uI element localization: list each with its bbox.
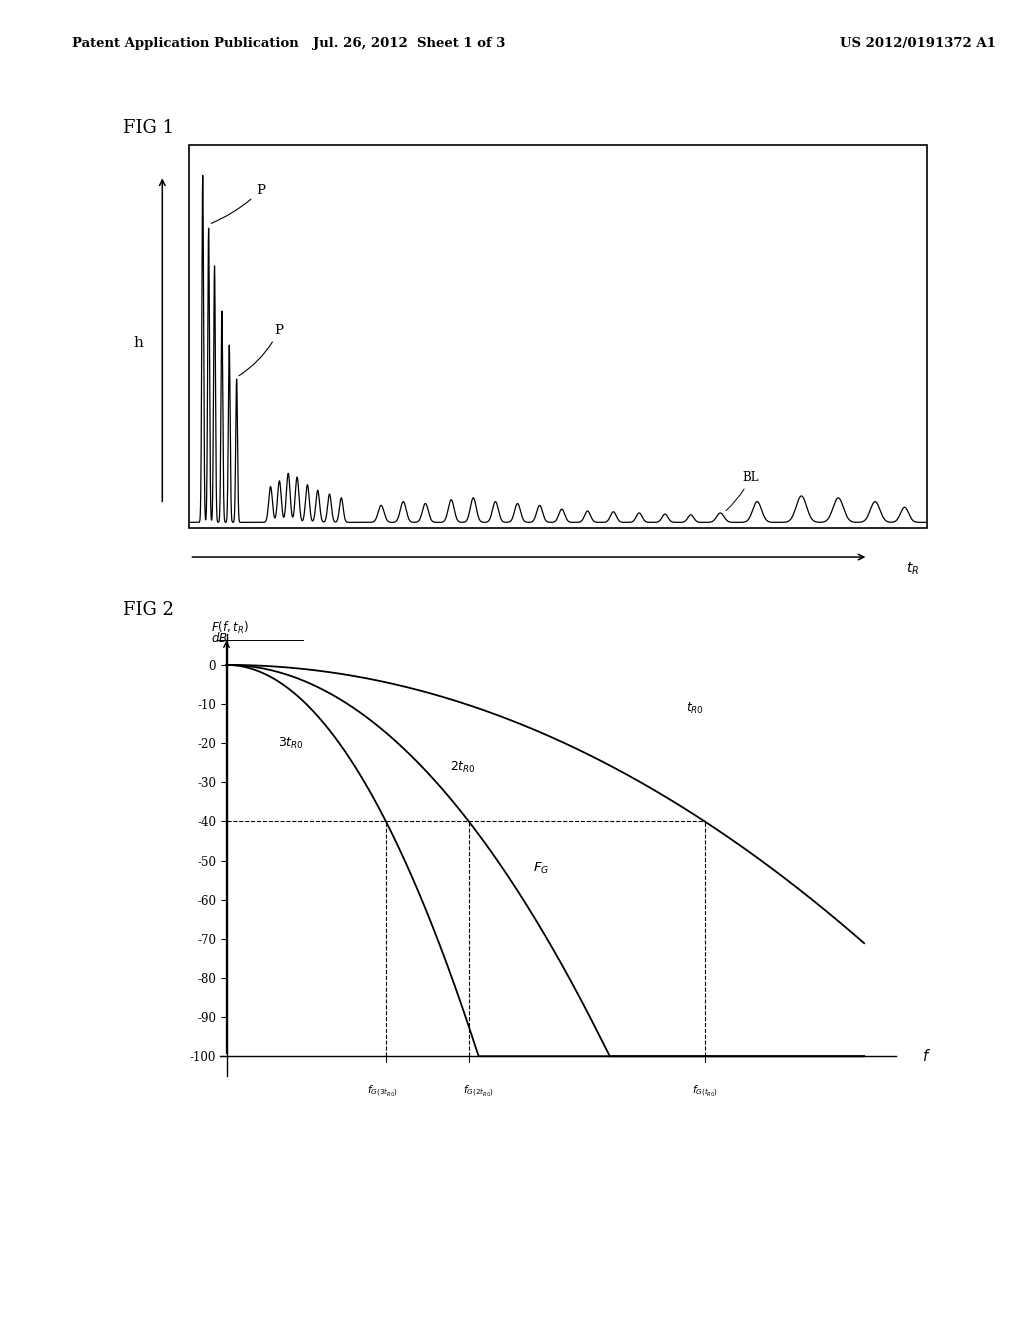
- Text: $F(f,t_R)$: $F(f,t_R)$: [211, 619, 249, 635]
- Text: Patent Application Publication: Patent Application Publication: [72, 37, 298, 50]
- Text: $f_{G(3t_{R0})}$: $f_{G(3t_{R0})}$: [368, 1084, 398, 1100]
- Text: $dB$: $dB$: [211, 631, 227, 645]
- Text: $f$: $f$: [922, 1048, 931, 1064]
- Text: BL: BL: [726, 471, 759, 511]
- Text: $f_{G(t_{R0})}$: $f_{G(t_{R0})}$: [691, 1084, 718, 1100]
- Text: $2t_{R0}$: $2t_{R0}$: [450, 759, 475, 775]
- Text: $t_{R0}$: $t_{R0}$: [686, 701, 703, 715]
- Text: $t_R$: $t_R$: [906, 561, 920, 577]
- Text: FIG 2: FIG 2: [123, 601, 174, 619]
- Text: $3t_{R0}$: $3t_{R0}$: [278, 737, 303, 751]
- Text: P: P: [239, 323, 284, 376]
- Text: US 2012/0191372 A1: US 2012/0191372 A1: [840, 37, 995, 50]
- Text: P: P: [211, 185, 265, 223]
- Text: FIG 1: FIG 1: [123, 119, 174, 137]
- Text: $F_G$: $F_G$: [532, 862, 549, 876]
- Text: h: h: [133, 337, 143, 350]
- Text: Jul. 26, 2012  Sheet 1 of 3: Jul. 26, 2012 Sheet 1 of 3: [313, 37, 506, 50]
- Text: $f_{G(2t_{R0})}$: $f_{G(2t_{R0})}$: [463, 1084, 494, 1100]
